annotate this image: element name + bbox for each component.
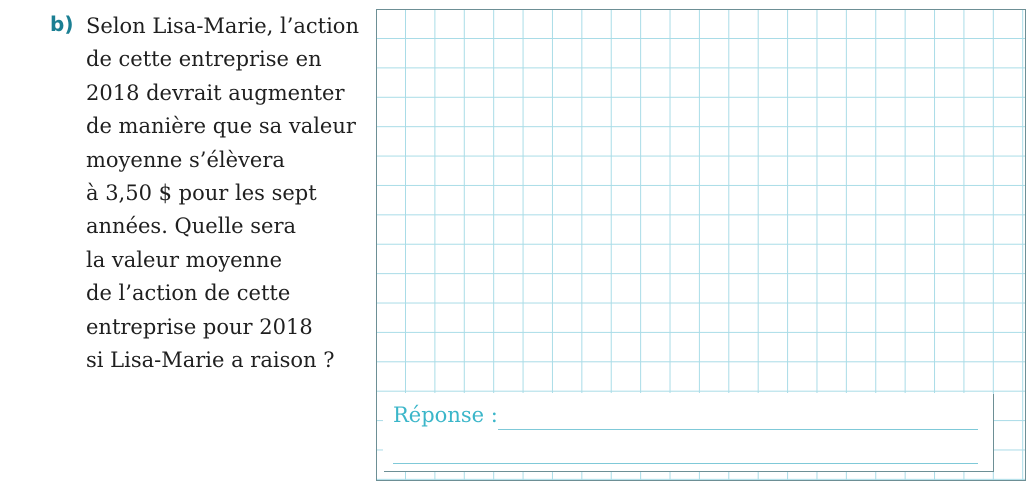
answer-box: Réponse :: [383, 393, 993, 471]
answer-label: Réponse :: [393, 403, 498, 427]
question-line: entreprise pour 2018: [86, 314, 313, 339]
answer-line-2[interactable]: [393, 463, 978, 464]
question-line: années. Quelle sera: [86, 214, 297, 239]
question-line: de l’action de cette: [86, 281, 291, 306]
question-line: la valeur moyenne: [86, 247, 283, 272]
question-line: à 3,50 $ pour les sept: [86, 181, 317, 206]
question-line: Selon Lisa-Marie, l’action: [86, 14, 359, 38]
question-line: 2018 devrait augmenter: [86, 80, 345, 105]
question-line: de cette entreprise en: [86, 47, 322, 72]
question-line: si Lisa-Marie a raison ?: [86, 348, 335, 373]
question-label: b): [50, 12, 74, 36]
question-line: moyenne s’élèvera: [86, 147, 285, 172]
answer-line-1[interactable]: [498, 429, 978, 430]
question-text: Selon Lisa-Marie, l’action de cette entr…: [86, 10, 359, 377]
question-line: de manière que sa valeur: [86, 114, 356, 139]
